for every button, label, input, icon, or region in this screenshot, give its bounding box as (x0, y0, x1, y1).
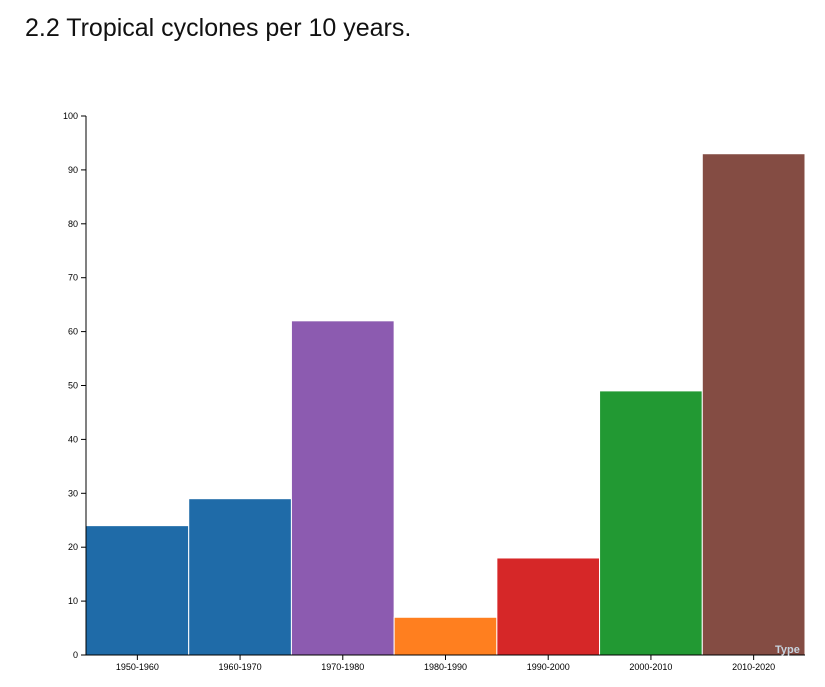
x-tick-label: 1970-1980 (321, 662, 364, 672)
x-tick-label: 2010-2020 (732, 662, 775, 672)
bar-2000-2010[interactable] (599, 390, 703, 656)
y-tick-label: 30 (68, 488, 78, 498)
x-tick-label: 1950-1960 (116, 662, 159, 672)
x-tick-label: 1960-1970 (219, 662, 262, 672)
y-tick-label: 10 (68, 596, 78, 606)
legend-hint[interactable]: Type (775, 644, 800, 656)
y-tick-label: 20 (68, 542, 78, 552)
x-tick-label: 1980-1990 (424, 662, 467, 672)
y-tick-label: 80 (68, 219, 78, 229)
x-tick-label: 1990-2000 (527, 662, 570, 672)
x-tick-label: 2000-2010 (629, 662, 672, 672)
y-tick-label: 50 (68, 381, 78, 391)
y-tick-label: 90 (68, 165, 78, 175)
bar-1960-1970[interactable] (188, 498, 292, 656)
page-title: 2.2 Tropical cyclones per 10 years. (25, 14, 412, 42)
y-tick-label: 0 (73, 650, 78, 660)
bar-1970-1980[interactable] (290, 320, 395, 656)
y-tick-label: 40 (68, 434, 78, 444)
bar-1950-1960[interactable] (85, 525, 190, 656)
bar-2010-2020[interactable] (701, 153, 806, 656)
chart-panel: 0 10 20 30 40 50 60 70 80 90 100 1950-1960 1960-197… (30, 89, 820, 681)
y-axis: 0 10 20 30 40 50 60 70 80 90 100 (63, 111, 87, 660)
bar-1980-1990[interactable] (393, 616, 498, 656)
bars-group (85, 153, 806, 656)
bar-chart: 0 10 20 30 40 50 60 70 80 90 100 1950-1960 1960-197… (30, 89, 820, 681)
bar-1990-2000[interactable] (496, 557, 601, 656)
x-axis: 1950-1960 1960-1970 1970-1980 1980-1990 1990… (86, 654, 805, 672)
y-tick-label: 100 (63, 111, 78, 121)
y-tick-label: 60 (68, 327, 78, 337)
y-tick-label: 70 (68, 273, 78, 283)
